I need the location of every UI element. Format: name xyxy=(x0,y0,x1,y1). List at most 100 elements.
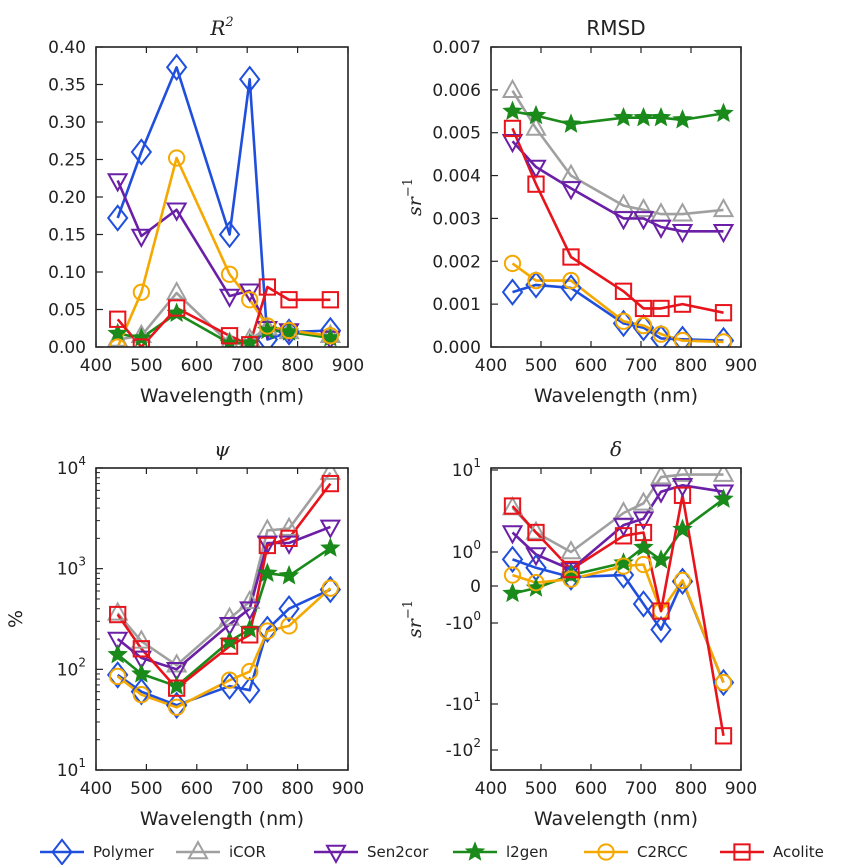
data-point-sen2cor xyxy=(650,484,672,504)
data-point-c2rcc xyxy=(714,673,733,692)
y-tick-label: 0.20 xyxy=(48,188,86,208)
data-point-acolite xyxy=(167,679,186,697)
data-point-c2rcc xyxy=(258,317,277,335)
series-line-sen2cor xyxy=(116,525,331,671)
chart-title: δ xyxy=(610,437,622,461)
x-tick-label: 500 xyxy=(525,779,557,799)
data-point-sen2cor xyxy=(218,288,241,308)
data-point-sen2cor xyxy=(650,219,672,239)
data-point-sen2cor xyxy=(501,525,524,545)
y-tick-label: 0.006 xyxy=(432,81,481,101)
data-point-icor xyxy=(612,193,635,213)
chart-panel-4: 400 500 600 700 800 900 101 100 0 -100 -101 -102 δ Wa… xyxy=(401,437,757,830)
data-point-icor xyxy=(165,281,188,301)
data-point-l2gen xyxy=(320,327,341,347)
data-point-acolite xyxy=(614,282,633,300)
x-axis-label: Wavelength (nm) xyxy=(534,808,698,830)
data-point-c2rcc xyxy=(673,571,692,590)
series-line-c2rcc xyxy=(512,563,725,683)
data-point-sen2cor xyxy=(612,517,635,538)
data-point-c2rcc xyxy=(109,667,127,686)
series-layer xyxy=(501,468,735,745)
data-point-sen2cor xyxy=(239,601,261,621)
x-tick-label: 400 xyxy=(80,779,112,799)
data-point-l2gen xyxy=(502,100,523,120)
data-point-l2gen xyxy=(131,327,152,347)
chart-title: RMSD xyxy=(586,16,645,40)
data-point-icor xyxy=(319,468,342,480)
x-tick-label: 600 xyxy=(181,356,213,376)
data-point-acolite xyxy=(673,295,692,313)
chart-panel-1: 400 500 600 700 800 900 0.00 0.05 0.10 0.15 0.20 0.… xyxy=(48,15,364,407)
data-point-icor xyxy=(130,629,153,649)
data-point-polymer xyxy=(165,53,188,82)
series-line-icor xyxy=(511,473,724,554)
data-point-polymer xyxy=(239,65,261,94)
x-tick-label: 700 xyxy=(625,779,657,799)
data-point-acolite xyxy=(614,527,633,545)
data-point-c2rcc xyxy=(258,622,277,640)
chart-title: ψ xyxy=(214,437,230,461)
y-tick-label: 103 xyxy=(57,555,86,580)
legend-marker-icor xyxy=(187,840,209,860)
x-tick-label: 800 xyxy=(675,779,707,799)
data-point-acolite xyxy=(321,291,340,309)
data-point-acolite xyxy=(132,338,151,347)
data-point-l2gen xyxy=(650,549,672,569)
y-tick-label: 101 xyxy=(452,456,481,481)
data-point-acolite xyxy=(132,640,151,658)
data-point-c2rcc xyxy=(280,321,298,340)
x-tick-label: 500 xyxy=(525,356,557,376)
series-line-polymer xyxy=(512,283,724,342)
data-point-c2rcc xyxy=(614,557,633,575)
data-point-acolite xyxy=(258,536,277,555)
y-tick-label: 0.30 xyxy=(48,113,86,133)
data-point-polymer xyxy=(632,590,655,618)
data-point-c2rcc xyxy=(503,566,522,584)
data-point-l2gen xyxy=(131,663,152,683)
data-point-polymer xyxy=(278,594,300,623)
data-point-l2gen xyxy=(650,106,672,127)
chart-panel-2: 400 500 600 700 800 900 0.000 0.001 0.002 0.003 0.… xyxy=(401,16,757,407)
data-point-polymer xyxy=(130,677,153,706)
data-point-polymer xyxy=(165,691,188,720)
data-point-c2rcc xyxy=(527,574,545,592)
series-layer xyxy=(106,53,342,347)
data-point-icor xyxy=(671,468,694,482)
y-axis-label: sr−1 xyxy=(401,178,426,216)
data-point-sen2cor xyxy=(712,223,735,244)
data-point-l2gen xyxy=(713,488,734,508)
data-point-c2rcc xyxy=(503,254,522,273)
data-point-icor xyxy=(560,540,582,560)
data-point-c2rcc xyxy=(714,333,733,347)
data-point-acolite xyxy=(562,248,580,266)
data-point-icor xyxy=(239,589,261,609)
x-tick-label: 600 xyxy=(575,356,607,376)
y-tick-label: 104 xyxy=(57,454,86,479)
data-point-l2gen xyxy=(257,562,278,582)
legend: Polymer iCOR Sen2cor l2gen C2RCC Acolite xyxy=(40,838,824,865)
data-point-sen2cor xyxy=(632,511,655,531)
data-point-acolite xyxy=(220,637,239,655)
data-point-acolite xyxy=(109,310,127,328)
data-point-c2rcc xyxy=(132,686,151,704)
data-point-acolite xyxy=(673,486,692,504)
data-point-c2rcc xyxy=(634,555,653,574)
series-line-polymer xyxy=(116,588,331,707)
data-point-acolite xyxy=(241,336,259,347)
data-point-l2gen xyxy=(525,104,547,125)
data-point-sen2cor xyxy=(525,547,547,567)
data-point-acolite xyxy=(714,727,733,745)
data-point-l2gen xyxy=(107,643,128,664)
data-point-c2rcc xyxy=(634,316,653,335)
data-point-sen2cor xyxy=(525,159,547,179)
y-tick-label: 0.000 xyxy=(432,338,481,358)
data-point-sen2cor xyxy=(218,617,241,637)
x-tick-label: 800 xyxy=(281,779,313,799)
data-point-icor xyxy=(218,606,241,626)
y-tick-label: 0.004 xyxy=(432,167,481,187)
series-line-sen2cor xyxy=(511,483,724,571)
data-point-icor xyxy=(501,78,524,99)
legend-marker-c2rcc xyxy=(597,843,615,861)
